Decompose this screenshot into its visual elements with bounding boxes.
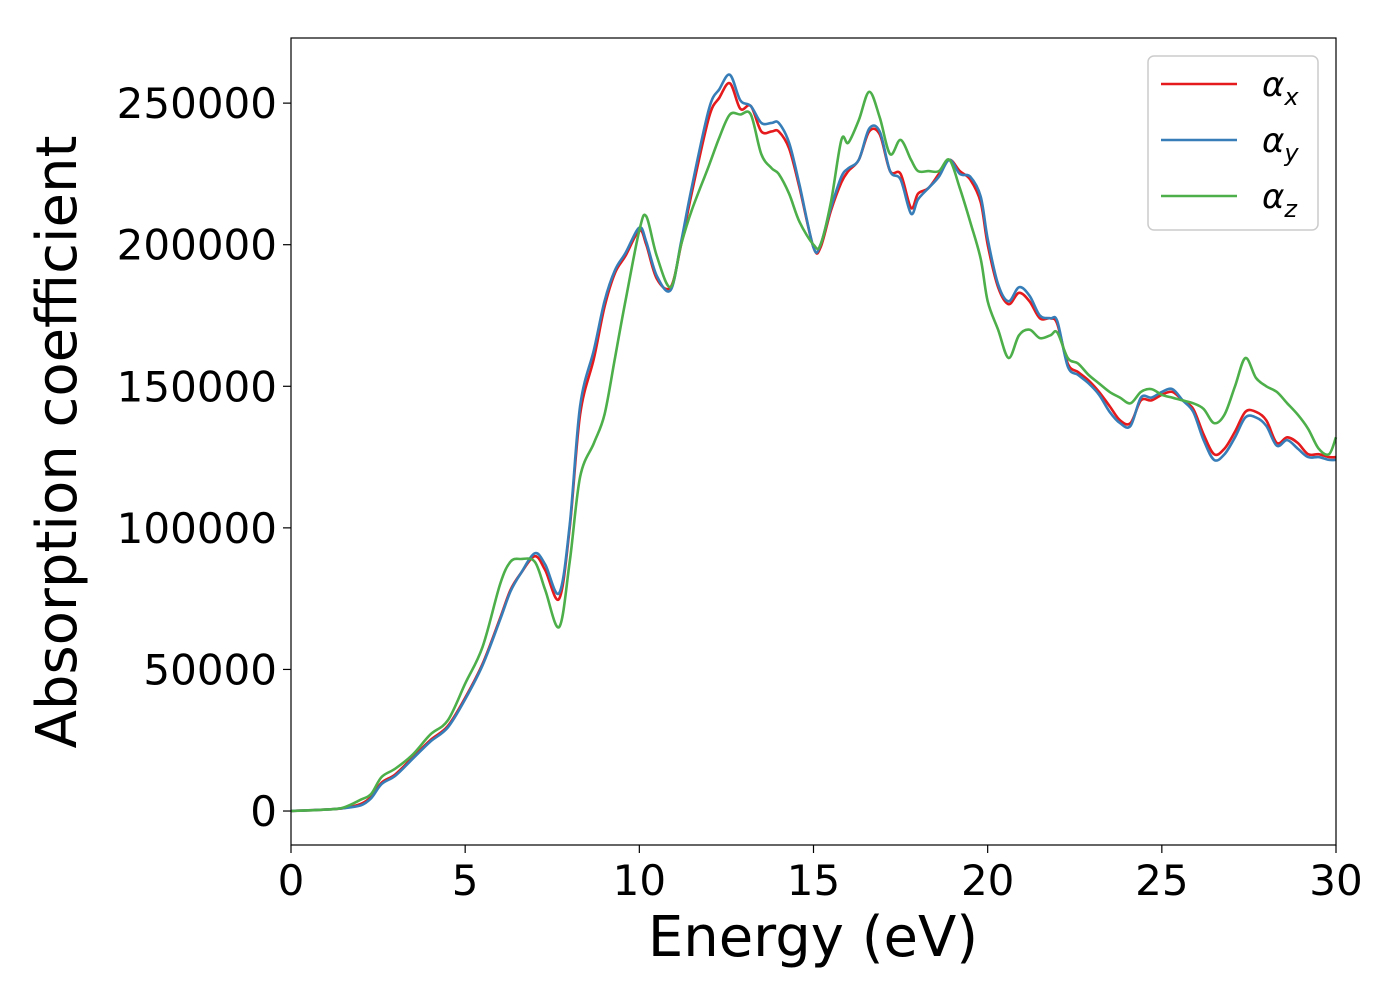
x-tick-label: 15: [787, 856, 840, 905]
y-axis-ticks: 0 50000 100000 150000 200000 250000: [117, 79, 291, 836]
x-axis-ticks: 0 5 10 15 20 25 30: [278, 845, 1363, 905]
y-tick-label: 50000: [143, 645, 277, 694]
x-tick-label: 5: [452, 856, 479, 905]
x-axis-label: Energy (eV): [648, 905, 978, 970]
y-tick-label: 200000: [117, 221, 277, 270]
y-axis-label: Absorption coefficient: [25, 136, 90, 749]
y-tick-label: 250000: [117, 79, 277, 128]
series-line-z: [290, 90, 1338, 813]
series-layer: [290, 73, 1338, 813]
series-line-y: [290, 73, 1337, 813]
x-tick-label: 10: [613, 856, 666, 905]
x-tick-label: 25: [1135, 856, 1188, 905]
legend-box: [1147, 55, 1319, 231]
x-tick-label: 20: [961, 856, 1014, 905]
x-tick-label: 0: [278, 856, 305, 905]
x-tick-label: 30: [1309, 856, 1362, 905]
y-tick-label: 100000: [117, 504, 277, 553]
y-tick-label: 150000: [117, 362, 277, 411]
y-tick-label: 0: [250, 787, 277, 836]
